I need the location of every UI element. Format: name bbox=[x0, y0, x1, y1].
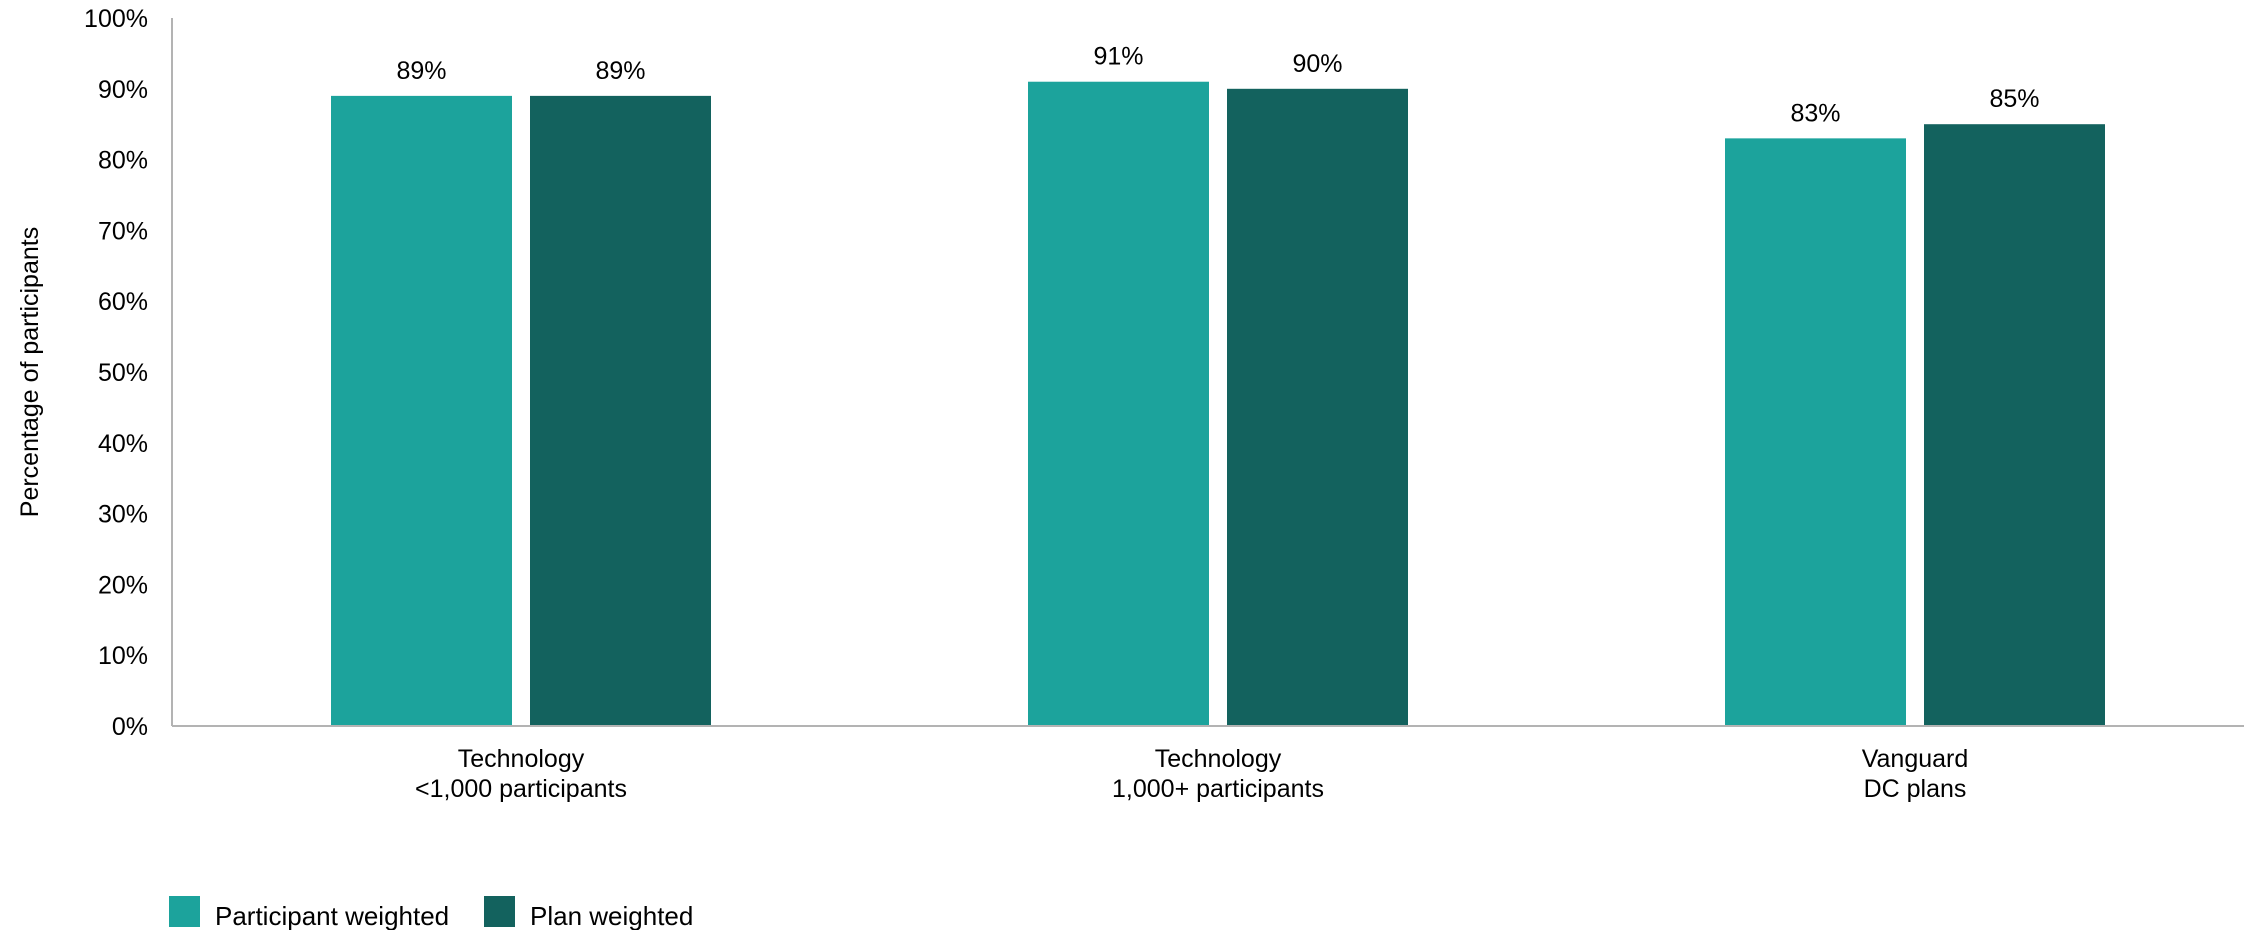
y-tick-label: 70% bbox=[98, 217, 148, 245]
y-tick-label: 80% bbox=[98, 147, 148, 175]
y-axis-ticks: 0% 10% 20% 30% 40% 50% 60% 70% 80% 90% 100% bbox=[84, 5, 148, 741]
y-tick-label: 10% bbox=[98, 642, 148, 670]
x-category-label: Technology bbox=[458, 745, 585, 773]
y-tick-label: 90% bbox=[98, 76, 148, 104]
bar-data-label: 91% bbox=[1093, 43, 1143, 71]
legend: Participant weighted Plan weighted bbox=[169, 896, 693, 930]
bar-participant-weighted bbox=[331, 95, 512, 726]
legend-label: Participant weighted bbox=[215, 901, 449, 930]
bar-data-label: 89% bbox=[396, 57, 446, 85]
bar-participant-weighted bbox=[1725, 138, 1906, 727]
y-tick-label: 50% bbox=[98, 359, 148, 387]
category-labels: Technology<1,000 participantsTechnology1… bbox=[415, 745, 1968, 803]
x-category-label: 1,000+ participants bbox=[1112, 775, 1324, 803]
axes bbox=[171, 18, 2244, 727]
bar-plan-weighted bbox=[1227, 88, 1408, 727]
x-category-label: Technology bbox=[1155, 745, 1282, 773]
bar-data-label: 85% bbox=[1989, 85, 2039, 113]
legend-label: Plan weighted bbox=[530, 901, 693, 930]
x-category-label: DC plans bbox=[1864, 775, 1967, 803]
bar-plan-weighted bbox=[1924, 124, 2105, 726]
legend-swatch bbox=[169, 896, 200, 927]
data-labels: 89% 89% 91% 90% 83% 85% bbox=[396, 43, 2039, 128]
x-category-label: <1,000 participants bbox=[415, 775, 627, 803]
bar-data-label: 89% bbox=[595, 57, 645, 85]
y-tick-label: 60% bbox=[98, 288, 148, 316]
y-tick-label: 20% bbox=[98, 571, 148, 599]
y-tick-label: 30% bbox=[98, 501, 148, 529]
bars bbox=[331, 81, 2105, 727]
y-axis-title-group: Percentage of participants bbox=[16, 227, 44, 517]
bar-participant-weighted bbox=[1028, 81, 1209, 727]
bar-plan-weighted bbox=[530, 95, 711, 726]
y-tick-label: 100% bbox=[84, 5, 148, 33]
y-tick-label: 0% bbox=[112, 713, 148, 741]
y-axis-title: Percentage of participants bbox=[16, 227, 44, 517]
y-tick-label: 40% bbox=[98, 430, 148, 458]
legend-swatch bbox=[484, 896, 515, 927]
bar-data-label: 83% bbox=[1790, 99, 1840, 127]
x-category-label: Vanguard bbox=[1862, 745, 1969, 773]
bar-data-label: 90% bbox=[1292, 50, 1342, 78]
